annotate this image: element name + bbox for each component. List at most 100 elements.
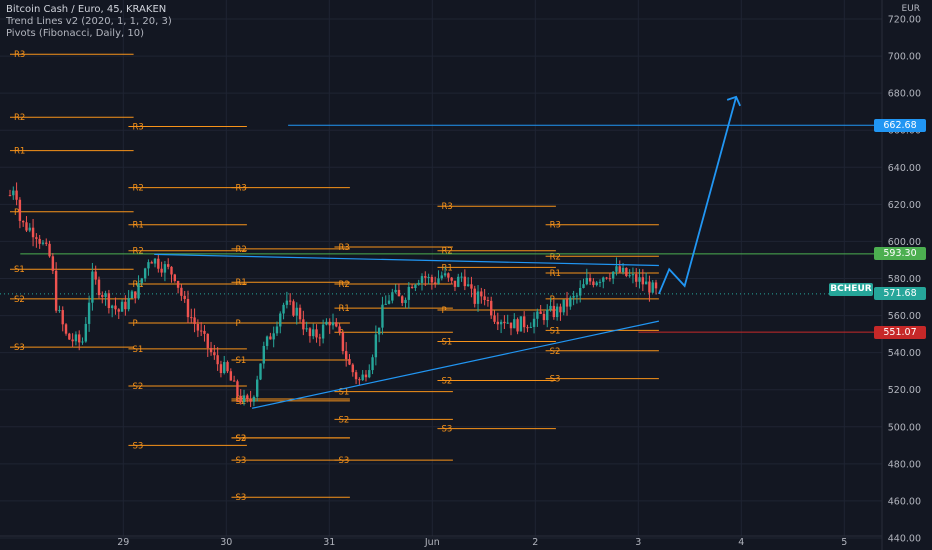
candle-body [147,262,150,269]
candle-body [631,274,635,276]
candle-body [466,284,470,287]
candle-body [592,281,595,286]
trend-line [154,253,659,267]
candle-body [608,278,612,280]
candle-body [499,321,503,325]
candle-body [371,357,374,371]
candle-body [361,374,364,381]
candle-body [453,280,457,287]
y-tick-label: 460.00 [888,496,921,507]
chart-legend: Bitcoin Cash / Euro, 45, KRAKEN Trend Li… [6,4,172,40]
candle-body [71,339,74,342]
candle-body [648,281,651,293]
candle-body [615,266,618,272]
candle-body [58,310,61,312]
candle-body [457,276,460,287]
candle-body [546,309,549,321]
candle-body [157,258,160,269]
candle-body [364,374,368,378]
y-tick-label: 480.00 [888,459,921,470]
candle-body [61,310,64,325]
candle-body [414,284,417,288]
y-tick-label: 600.00 [888,237,921,248]
candle-body [318,337,322,339]
pivot-label: S1 [550,326,561,336]
candle-body [272,333,275,340]
pivot-label: S3 [132,441,143,451]
candle-body [51,256,55,271]
y-tick-label: 640.00 [888,163,921,174]
pivot-label: S2 [338,415,349,425]
pivot-label: R3 [132,123,143,133]
candle-body [183,295,186,300]
candle-body [153,258,157,264]
candle-body [226,362,229,372]
candle-body [74,334,78,342]
y-tick-label: 700.00 [888,52,921,63]
y-tick-label: 440.00 [888,534,921,545]
candle-body [585,277,588,285]
legend-trend-lines: Trend Lines v2 (2020, 1, 1, 20, 3) [6,16,172,27]
candle-body [107,293,111,309]
candle-body [572,296,575,298]
candle-body [252,396,256,402]
candle-body [391,292,394,301]
candle-body [160,268,163,273]
candle-body [427,276,430,278]
candle-body [163,264,167,273]
candle-body [176,280,180,288]
pivot-label: S3 [441,425,452,435]
candle-body [483,296,486,301]
candle-body [618,266,621,273]
pivot-label: S1 [132,345,143,355]
candle-body [625,267,628,277]
legend-pivots: Pivots (Fibonacci, Daily, 10) [6,28,144,39]
candle-body [536,311,539,319]
pivot-label: S3 [235,456,246,466]
y-tick-label: 540.00 [888,348,921,359]
candle-body [493,315,496,322]
candle-body [28,227,31,231]
candle-body [331,322,335,326]
candle-body [150,262,153,264]
price-tag-current: 571.68 [874,287,926,301]
candle-body [351,364,354,373]
candle-body [321,324,325,339]
pivot-label: R3 [338,243,349,253]
candle-body [114,305,117,310]
candle-body [437,278,440,284]
candle-body [124,301,127,310]
legend-title: Bitcoin Cash / Euro, 45, KRAKEN [6,4,167,15]
candle-body [338,326,341,333]
pivot-label: S1 [235,356,246,366]
candle-body [209,347,213,353]
candle-body [199,330,203,332]
trend-line [251,320,660,409]
candle-body [78,334,81,343]
candle-body [173,274,176,281]
candle-body [579,287,582,296]
candle-body [137,283,140,299]
candle-body [387,300,391,304]
candle-body [285,300,289,305]
candle-body [473,288,476,304]
candle-body [651,282,654,293]
candle-body [404,299,407,304]
y-tick-label: 720.00 [888,15,921,26]
pivot-label: R3 [235,184,246,194]
candle-body [167,264,170,267]
y-tick-label: 560.00 [888,311,921,322]
candle-body [328,321,331,326]
candle-body [595,282,598,286]
pivot-label: R2 [235,245,246,255]
candle-body [259,363,262,380]
candle-body [542,313,546,321]
candle-body [582,284,585,288]
candle-body [117,309,120,312]
candle-body [104,293,107,297]
y-tick-label: 500.00 [888,422,921,433]
pivot-label: P [132,319,137,329]
x-tick-label: 4 [738,537,744,548]
